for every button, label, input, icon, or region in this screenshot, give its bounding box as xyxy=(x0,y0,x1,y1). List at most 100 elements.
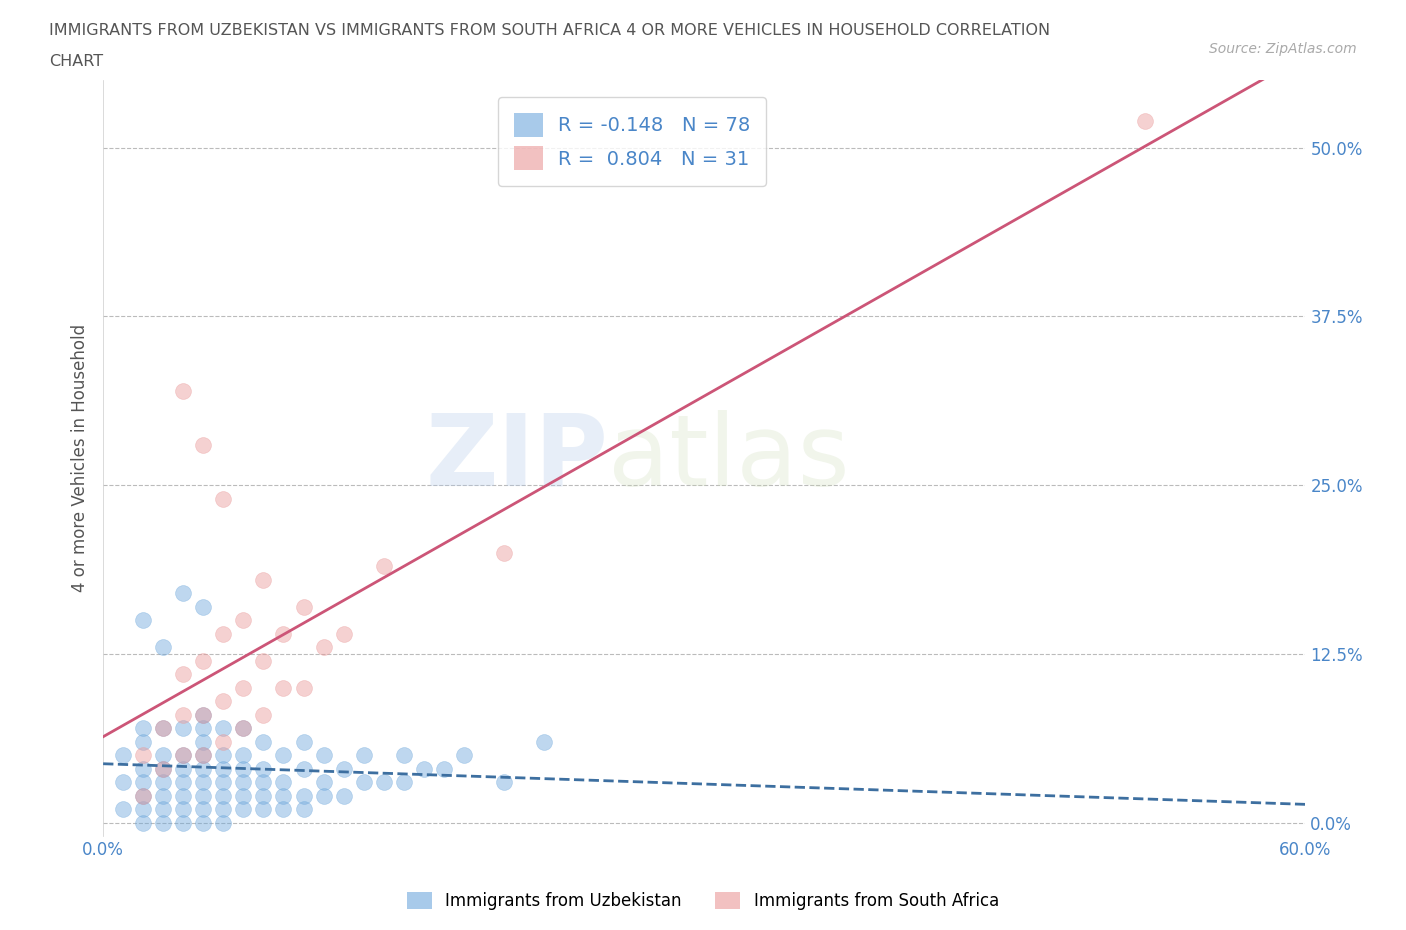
Point xyxy=(132,762,155,777)
Point xyxy=(112,802,135,817)
Point xyxy=(193,654,215,669)
Point xyxy=(193,748,215,763)
Point xyxy=(292,789,315,804)
Point xyxy=(252,735,274,750)
Point xyxy=(212,491,235,506)
Point xyxy=(193,802,215,817)
Point xyxy=(212,626,235,641)
Point xyxy=(172,802,194,817)
Point xyxy=(172,586,194,601)
Point xyxy=(232,775,254,790)
Point xyxy=(152,775,174,790)
Point xyxy=(232,802,254,817)
Point xyxy=(193,775,215,790)
Point xyxy=(292,599,315,614)
Point xyxy=(312,748,335,763)
Point xyxy=(492,775,515,790)
Point xyxy=(252,762,274,777)
Point xyxy=(273,681,295,696)
Point xyxy=(252,708,274,723)
Point xyxy=(172,383,194,398)
Text: ZIP: ZIP xyxy=(425,410,607,507)
Point xyxy=(232,721,254,736)
Point xyxy=(292,735,315,750)
Point xyxy=(252,654,274,669)
Point xyxy=(193,708,215,723)
Point xyxy=(212,694,235,709)
Point xyxy=(172,789,194,804)
Point xyxy=(152,721,174,736)
Point xyxy=(172,748,194,763)
Point xyxy=(273,775,295,790)
Point xyxy=(212,789,235,804)
Point xyxy=(252,775,274,790)
Point xyxy=(193,735,215,750)
Point xyxy=(232,721,254,736)
Point xyxy=(312,775,335,790)
Point xyxy=(292,802,315,817)
Point xyxy=(132,748,155,763)
Point xyxy=(332,626,354,641)
Point xyxy=(152,762,174,777)
Point xyxy=(212,721,235,736)
Point xyxy=(453,748,475,763)
Point xyxy=(232,613,254,628)
Point xyxy=(152,640,174,655)
Point xyxy=(252,572,274,587)
Point xyxy=(193,789,215,804)
Point xyxy=(273,802,295,817)
Point xyxy=(193,437,215,452)
Point xyxy=(353,748,375,763)
Point xyxy=(132,816,155,830)
Point xyxy=(132,802,155,817)
Point xyxy=(273,748,295,763)
Point xyxy=(193,816,215,830)
Point xyxy=(273,626,295,641)
Point xyxy=(212,816,235,830)
Point xyxy=(132,735,155,750)
Point xyxy=(132,613,155,628)
Point xyxy=(332,762,354,777)
Point xyxy=(433,762,456,777)
Point xyxy=(392,748,415,763)
Legend: Immigrants from Uzbekistan, Immigrants from South Africa: Immigrants from Uzbekistan, Immigrants f… xyxy=(401,885,1005,917)
Point xyxy=(492,545,515,560)
Point xyxy=(132,789,155,804)
Point xyxy=(212,762,235,777)
Point xyxy=(172,775,194,790)
Point xyxy=(193,721,215,736)
Point xyxy=(152,789,174,804)
Point xyxy=(273,789,295,804)
Point xyxy=(312,640,335,655)
Point xyxy=(232,681,254,696)
Point xyxy=(212,748,235,763)
Point xyxy=(172,708,194,723)
Point xyxy=(212,775,235,790)
Point xyxy=(193,748,215,763)
Point xyxy=(533,735,555,750)
Text: atlas: atlas xyxy=(607,410,849,507)
Point xyxy=(132,789,155,804)
Point xyxy=(193,708,215,723)
Point xyxy=(172,762,194,777)
Point xyxy=(353,775,375,790)
Point xyxy=(152,802,174,817)
Point xyxy=(292,681,315,696)
Point xyxy=(373,775,395,790)
Text: CHART: CHART xyxy=(49,54,103,69)
Point xyxy=(252,802,274,817)
Point xyxy=(172,721,194,736)
Point xyxy=(312,789,335,804)
Point xyxy=(232,748,254,763)
Legend: R = -0.148   N = 78, R =  0.804   N = 31: R = -0.148 N = 78, R = 0.804 N = 31 xyxy=(498,98,766,186)
Point xyxy=(152,762,174,777)
Point xyxy=(412,762,434,777)
Point xyxy=(1133,113,1156,128)
Point xyxy=(392,775,415,790)
Point xyxy=(112,748,135,763)
Point xyxy=(292,762,315,777)
Y-axis label: 4 or more Vehicles in Household: 4 or more Vehicles in Household xyxy=(72,325,89,592)
Point xyxy=(132,721,155,736)
Text: IMMIGRANTS FROM UZBEKISTAN VS IMMIGRANTS FROM SOUTH AFRICA 4 OR MORE VEHICLES IN: IMMIGRANTS FROM UZBEKISTAN VS IMMIGRANTS… xyxy=(49,23,1050,38)
Point xyxy=(172,816,194,830)
